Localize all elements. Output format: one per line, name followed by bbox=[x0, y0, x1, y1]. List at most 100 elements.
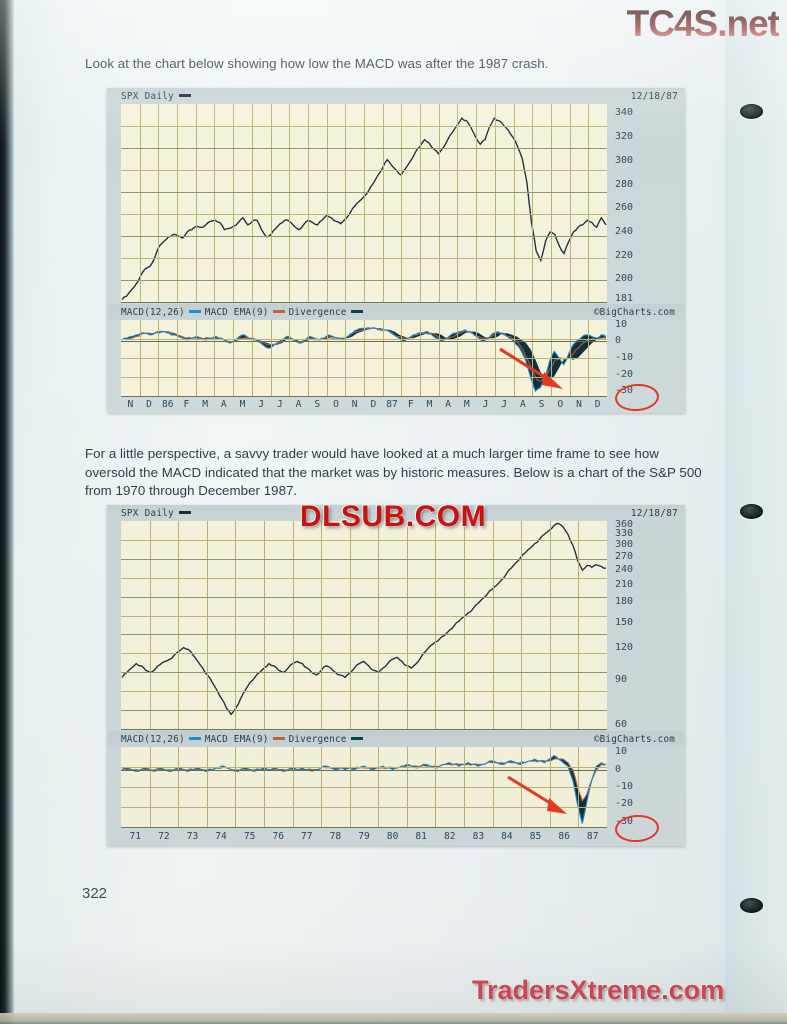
chart2-x-axis-labels: 71 72 73 74 75 76 77 78 79 80 81 82 83 84 85 86 87 bbox=[121, 831, 607, 843]
chart2-macd-legend: MACD(12,26) MACD EMA(9) Divergence ©BigCha… bbox=[107, 731, 685, 747]
gridline-horizontal bbox=[121, 358, 607, 359]
y-axis-tick-label: 181 bbox=[615, 293, 634, 304]
x-axis-tick-label: 87 bbox=[386, 399, 398, 410]
chart2-title-row: SPX Daily bbox=[121, 508, 192, 519]
gridline-vertical bbox=[321, 521, 322, 729]
x-axis-tick-label: A bbox=[295, 399, 302, 410]
y-axis-tick-label: 360 bbox=[615, 519, 634, 530]
y-axis-tick-label: -30 bbox=[615, 815, 634, 827]
x-axis-tick-label: A bbox=[519, 399, 526, 410]
x-axis-tick-label: 81 bbox=[415, 831, 427, 842]
gridline-vertical bbox=[401, 104, 402, 302]
gridline-horizontal bbox=[121, 339, 607, 340]
gridline-horizontal bbox=[121, 597, 607, 598]
gridline-horizontal bbox=[121, 578, 607, 579]
x-axis-tick-label: N bbox=[576, 399, 582, 410]
ema-line-swatch-icon bbox=[272, 737, 285, 740]
gridline-vertical bbox=[264, 521, 265, 729]
series-swatch-icon bbox=[179, 94, 192, 97]
gridline-vertical bbox=[350, 521, 351, 729]
chart1-macd-legend: MACD(12,26) MACD EMA(9) Divergence ©BigCha… bbox=[107, 304, 685, 320]
bigcharts-credit: ©BigCharts.com bbox=[593, 307, 675, 318]
gridline-vertical bbox=[420, 104, 421, 302]
x-axis-tick-label: 75 bbox=[243, 831, 256, 842]
gridline-vertical bbox=[178, 521, 179, 729]
tc4s-logo: TC4S.net bbox=[626, 3, 780, 44]
divergence-swatch-icon bbox=[350, 737, 363, 740]
gridline-horizontal bbox=[121, 616, 607, 617]
binder-hole-middle bbox=[740, 504, 763, 519]
gridline-vertical bbox=[233, 104, 234, 302]
legend-divergence-label: Divergence bbox=[288, 307, 347, 318]
gridline-vertical bbox=[177, 104, 178, 302]
gridline-vertical bbox=[345, 104, 346, 302]
x-axis-tick-label: 84 bbox=[501, 831, 513, 842]
y-axis-tick-label: -20 bbox=[615, 798, 634, 810]
gridline-vertical bbox=[407, 521, 408, 729]
chart1-macd-plot bbox=[121, 320, 607, 397]
x-axis-tick-label: 83 bbox=[472, 831, 485, 842]
gridline-vertical bbox=[252, 104, 253, 302]
x-axis-tick-label: M bbox=[239, 399, 246, 410]
x-axis-tick-label: M bbox=[463, 399, 470, 410]
gridline-vertical bbox=[578, 521, 579, 729]
x-axis-tick-label: 74 bbox=[215, 831, 227, 842]
series-swatch-icon bbox=[179, 511, 192, 514]
x-axis-tick-label: 77 bbox=[301, 831, 313, 842]
gridline-horizontal bbox=[121, 653, 607, 654]
x-axis-tick-label: 72 bbox=[158, 831, 170, 842]
y-axis-tick-label: 120 bbox=[615, 641, 634, 653]
chart1-macd-area: 10 0 -10 -20 -30 bbox=[107, 319, 685, 398]
legend-divergence-label: Divergence bbox=[288, 734, 347, 745]
x-axis-tick-label: S bbox=[314, 399, 321, 410]
chart2-price-line bbox=[121, 522, 607, 716]
macd-legend-text: MACD(12,26) MACD EMA(9) Divergence bbox=[121, 734, 367, 745]
y-axis-tick-label: 240 bbox=[615, 564, 634, 576]
x-axis-tick-label: 80 bbox=[386, 831, 399, 842]
red-arrow-annotation-2 bbox=[507, 775, 567, 814]
x-axis-tick-label: D bbox=[146, 399, 152, 410]
gridline-vertical bbox=[364, 104, 365, 302]
x-axis-tick-label: O bbox=[333, 399, 339, 410]
gridline-vertical bbox=[551, 104, 552, 302]
chart1-price-plot bbox=[121, 104, 607, 303]
chart-panel-spx-daily-1970-1987: SPX Daily 12/18/87 360 330 300 270 240 210 180… bbox=[107, 505, 685, 846]
x-axis-tick-label: 73 bbox=[186, 831, 199, 842]
chart2-plot-area: 360 330 300 270 240 210 180 150 120 90 60 bbox=[107, 519, 685, 731]
gridline-horizontal bbox=[121, 540, 607, 541]
macd-line-swatch-icon bbox=[188, 310, 201, 313]
y-axis-tick-label: 0 bbox=[615, 763, 622, 775]
y-axis-tick-label: 210 bbox=[615, 578, 634, 590]
macd-line-swatch-icon bbox=[188, 737, 201, 740]
x-axis-tick-label: 78 bbox=[329, 831, 342, 842]
gridline-vertical bbox=[457, 104, 458, 302]
gridline-horizontal bbox=[121, 377, 607, 378]
chart2-title: SPX Daily bbox=[121, 508, 175, 519]
divergence-swatch-icon bbox=[350, 310, 363, 313]
y-axis-tick-label: 0 bbox=[615, 335, 622, 347]
gridline-horizontal bbox=[121, 559, 607, 560]
chart1-title: SPX Daily bbox=[121, 91, 175, 102]
y-axis-tick-label: 90 bbox=[615, 673, 628, 685]
page-number: 322 bbox=[82, 885, 108, 902]
gridline-horizontal bbox=[121, 710, 607, 711]
gridline-vertical bbox=[271, 104, 272, 302]
x-axis-tick-label: J bbox=[276, 399, 283, 410]
y-axis-tick-label: 200 bbox=[615, 273, 634, 285]
red-arrow-annotation-1 bbox=[499, 347, 563, 389]
gridline-vertical bbox=[196, 104, 197, 302]
gridline-vertical bbox=[550, 521, 551, 729]
x-axis-tick-label: J bbox=[501, 399, 508, 410]
chart1-x-axis-labels: N D 86 F M A M J J A S O N D 87 F M A M J J A S O N D bbox=[121, 399, 607, 411]
chart1-header: SPX Daily 12/18/87 bbox=[107, 88, 685, 104]
gridline-vertical bbox=[308, 104, 309, 302]
chart2-header: SPX Daily 12/18/87 bbox=[107, 505, 685, 521]
x-axis-tick-label: N bbox=[127, 399, 134, 410]
y-axis-tick-label: 320 bbox=[615, 131, 634, 143]
gridline-vertical bbox=[493, 521, 494, 729]
x-axis-tick-label: D bbox=[594, 399, 601, 410]
gridline-horizontal bbox=[121, 787, 607, 788]
gridline-vertical bbox=[588, 104, 589, 302]
y-axis-tick-label: 260 bbox=[615, 202, 634, 214]
